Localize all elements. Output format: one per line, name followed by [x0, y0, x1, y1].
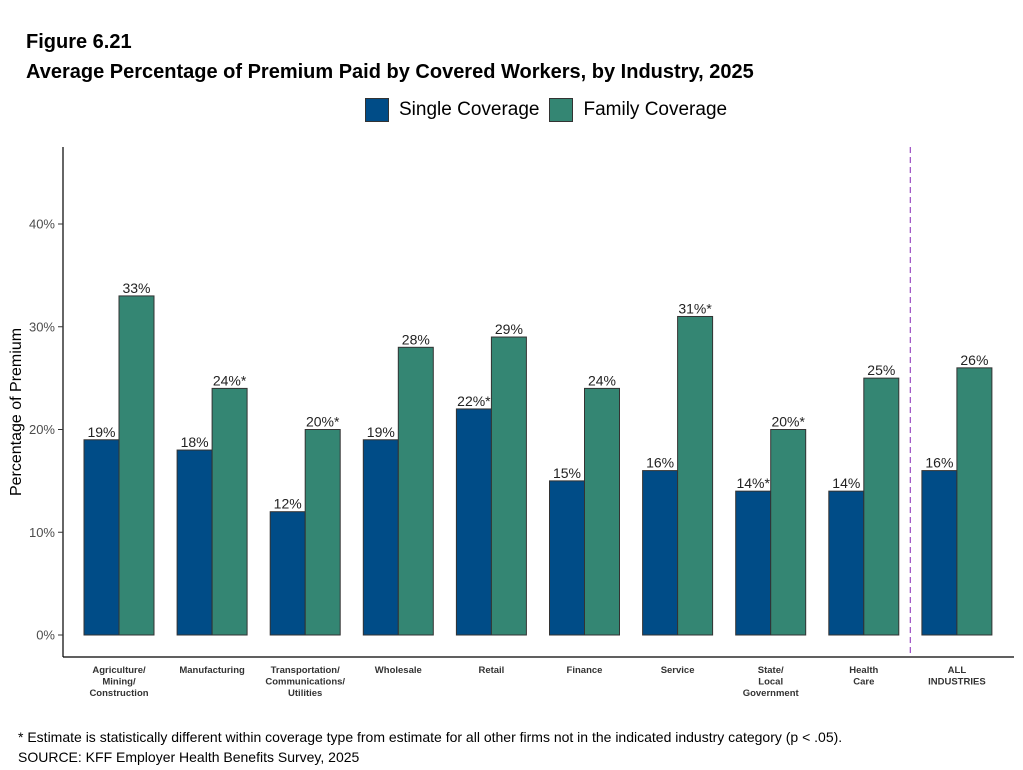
data-label-single: 18%: [181, 434, 209, 450]
x-category-label: Service: [661, 665, 695, 676]
data-label-single: 16%: [646, 455, 674, 471]
data-label-single: 15%: [553, 465, 581, 481]
x-category-label: Retail: [478, 665, 504, 676]
x-category-label-line: State/: [758, 665, 784, 676]
data-label-family: 29%: [495, 321, 523, 337]
legend-swatch-single: [365, 98, 389, 122]
legend-item-single: Single Coverage: [365, 98, 539, 122]
y-tick-label: 30%: [29, 319, 55, 334]
x-category-label-line: Utilities: [288, 688, 322, 699]
x-category-label-line: INDUSTRIES: [928, 677, 986, 688]
data-label-single: 19%: [87, 424, 115, 440]
x-category-label-line: Communications/: [265, 677, 345, 688]
x-category-label: Agriculture/Mining/Construction: [89, 665, 148, 699]
bar-single: [362, 439, 399, 636]
x-category-label: State/Local Government: [743, 665, 800, 699]
x-category-label: Health Care: [849, 665, 878, 688]
x-category-label-line: Finance: [567, 665, 603, 676]
x-category-label-line: Local: [758, 677, 783, 688]
x-category-label-line: Transportation/: [271, 665, 341, 676]
bar-family: [118, 295, 155, 636]
x-category-label-line: Service: [661, 665, 695, 676]
data-label-single: 22%*: [457, 393, 491, 409]
data-label-family: 26%: [960, 352, 988, 368]
x-category-label: Transportation/Communications/Utilities: [265, 665, 345, 699]
x-category-label-line: Retail: [478, 665, 504, 676]
figure-number: Figure 6.21: [26, 31, 132, 53]
bar-single: [921, 470, 958, 636]
x-category-label: Wholesale: [375, 665, 422, 676]
source-note: SOURCE: KFF Employer Health Benefits Sur…: [18, 749, 360, 765]
x-category-label-line: Manufacturing: [179, 665, 245, 676]
bar-single: [642, 470, 679, 636]
bar-single: [269, 511, 306, 636]
x-category-label: Finance: [567, 665, 603, 676]
data-label-single: 12%: [274, 496, 302, 512]
y-tick-label: 40%: [29, 217, 55, 232]
data-label-family: 25%: [867, 362, 895, 378]
data-label-family: 20%*: [771, 414, 805, 430]
x-category-label-line: Construction: [89, 688, 148, 699]
legend-item-family: Family Coverage: [549, 98, 727, 122]
data-label-single: 14%*: [736, 475, 770, 491]
x-category-label-line: Agriculture/: [92, 665, 146, 676]
x-category-label-line: Wholesale: [375, 665, 422, 676]
bar-family: [863, 377, 900, 636]
x-category-label-line: ALL: [948, 665, 967, 676]
chart-title: Average Percentage of Premium Paid by Co…: [26, 61, 754, 83]
bar-family: [956, 367, 993, 636]
bar-family: [490, 336, 527, 636]
y-tick-label: 20%: [29, 422, 55, 437]
data-label-family: 20%*: [306, 414, 340, 430]
y-axis-title: Percentage of Premium: [8, 328, 25, 496]
data-label-single: 16%: [925, 455, 953, 471]
bar-single: [735, 490, 772, 636]
bar-single: [549, 480, 585, 636]
y-tick-label: 10%: [29, 525, 55, 540]
bar-single: [455, 408, 492, 636]
bar-family: [584, 387, 620, 636]
bar-single: [176, 449, 213, 636]
legend: Single Coverage Family Coverage: [365, 96, 737, 124]
data-label-single: 19%: [367, 424, 395, 440]
x-category-label: ALL INDUSTRIES: [928, 665, 986, 688]
data-label-single: 14%: [832, 475, 860, 491]
data-label-family: 24%: [588, 372, 616, 388]
data-label-family: 33%: [122, 280, 150, 296]
x-category-label: Manufacturing: [179, 665, 245, 676]
bar-family: [211, 387, 248, 636]
data-label-family: 24%*: [213, 372, 247, 388]
bar-family: [304, 429, 341, 636]
y-tick-label: 0%: [36, 628, 55, 643]
bar-family: [397, 346, 434, 636]
x-category-label-line: Government: [743, 688, 800, 699]
x-category-label-line: Care: [853, 677, 874, 688]
data-label-family: 28%: [402, 331, 430, 347]
data-label-family: 31%*: [678, 300, 712, 316]
x-category-label-line: Health: [849, 665, 878, 676]
bar-family: [677, 315, 714, 636]
bar-family: [770, 429, 807, 636]
bar-single: [828, 490, 865, 636]
x-category-label-line: Mining/: [102, 677, 136, 688]
legend-label-single: Single Coverage: [399, 99, 540, 120]
legend-label-family: Family Coverage: [583, 99, 728, 120]
legend-swatch-family: [549, 98, 574, 122]
bar-single: [83, 439, 120, 636]
footnote-significance: * Estimate is statistically different wi…: [18, 729, 843, 745]
